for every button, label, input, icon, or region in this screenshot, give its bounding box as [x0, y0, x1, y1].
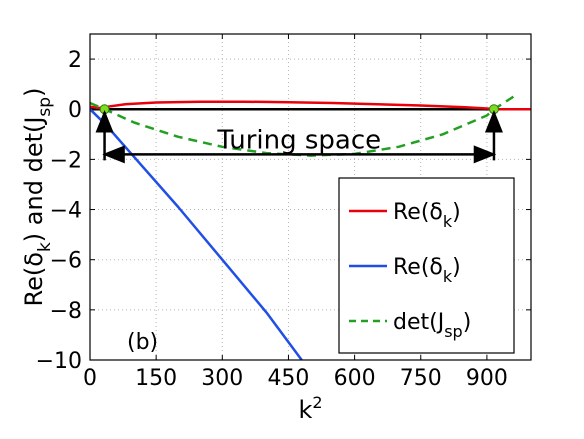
panel-label: (b) — [127, 330, 158, 355]
x-tick-label-3: 450 — [267, 366, 309, 391]
y-tick-label-5: −8 — [50, 299, 82, 324]
axis-labels: k2 Re(δk) and det(Jsp) — [20, 88, 323, 424]
legend-label-1: Re(δk) — [393, 255, 461, 286]
y-tick-label-3: −4 — [50, 199, 82, 224]
series-line-0 — [90, 100, 531, 111]
y-tick-label-1: 0 — [68, 98, 82, 123]
legend-label-0: Re(δk) — [393, 200, 461, 231]
annotation-layer: Turing space (b) — [95, 109, 503, 355]
legend-label-2: det(Jsp) — [393, 310, 471, 341]
x-tick-label-4: 600 — [334, 366, 376, 391]
legend: Re(δk) Re(δk) det(Jsp) — [338, 177, 515, 354]
turing-space-label: Turing space — [216, 125, 381, 155]
tick-labels: 0 150 300 450 600 750 900 2 0 −2 −4 −6 −8 −10 — [36, 48, 508, 391]
y-tick-label-6: −10 — [36, 349, 82, 374]
x-tick-label-2: 300 — [201, 366, 243, 391]
y-tick-label-2: −2 — [50, 148, 82, 173]
x-tick-label-1: 150 — [135, 366, 177, 391]
y-tick-label-0: 2 — [68, 48, 82, 73]
x-tick-label-0: 0 — [83, 366, 97, 391]
y-tick-label-4: −6 — [50, 249, 82, 274]
x-tick-label-5: 750 — [400, 366, 442, 391]
x-tick-label-6: 900 — [466, 366, 508, 391]
x-axis-label: k2 — [298, 393, 322, 424]
y-axis-label: Re(δk) and det(Jsp) — [20, 88, 55, 307]
plot-frame — [89, 33, 532, 361]
